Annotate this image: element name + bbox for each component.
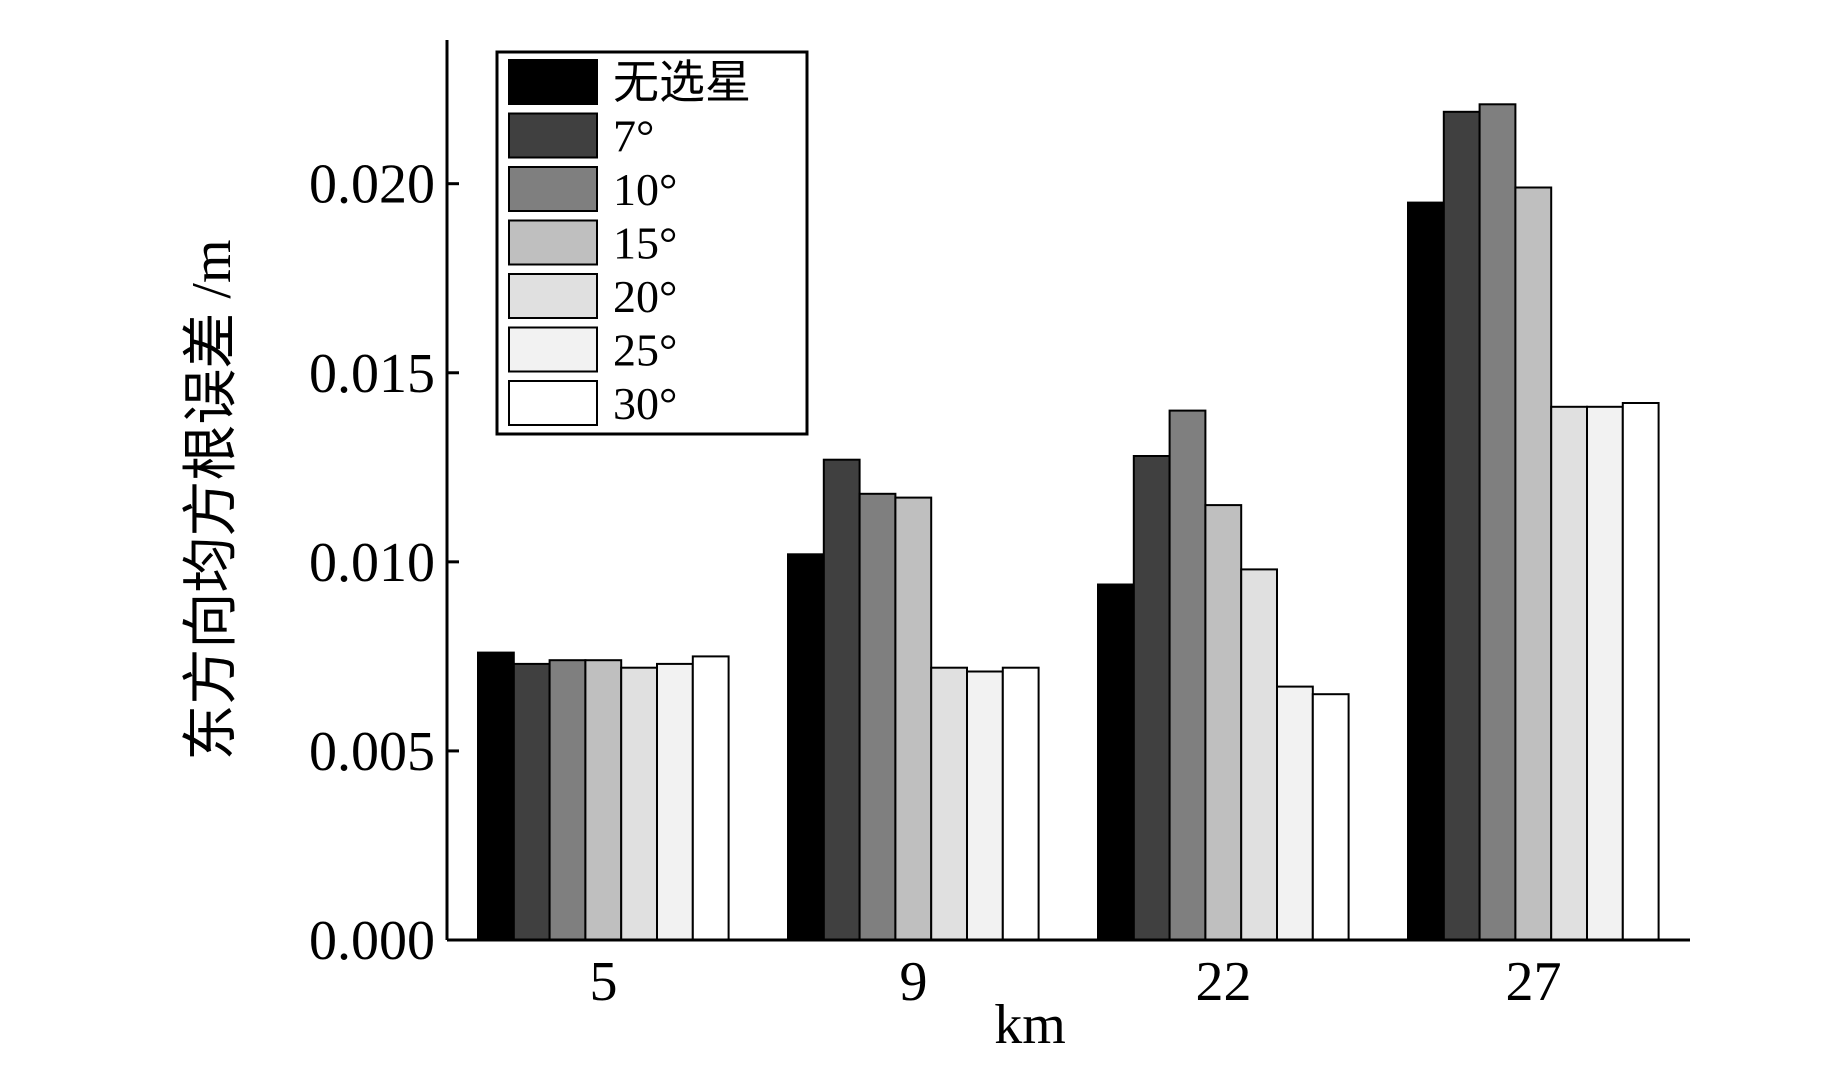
bar-27-series-4	[1550, 405, 1588, 941]
bar-9-series-2	[858, 492, 897, 941]
legend-label-2: 10°	[613, 164, 677, 215]
x-tick-label-5: 5	[590, 951, 618, 1013]
legend-swatch-6	[508, 380, 598, 426]
bar-5-series-0	[477, 651, 515, 941]
bar-22-series-4	[1240, 568, 1278, 942]
legend-swatch-0	[508, 59, 598, 105]
x-tick-label-22: 22	[1196, 951, 1252, 1013]
bar-9-series-1	[822, 458, 861, 941]
bar-5-series-5	[656, 662, 694, 942]
y-tick-label: 0.020	[309, 154, 435, 216]
bar-27-series-5	[1586, 405, 1624, 941]
bar-5-series-4	[620, 666, 659, 941]
bar-9-series-0	[787, 553, 825, 941]
bar-27-series-2	[1478, 103, 1517, 942]
bar-22-series-0	[1097, 583, 1135, 941]
axes-group: 0.000 0.005 0.010 0.015 0.020 5 9 22 27	[309, 40, 1690, 1013]
bar-27-series-6	[1621, 402, 1660, 941]
x-tick-label-27: 27	[1506, 951, 1562, 1013]
bar-5-series-1	[512, 662, 551, 942]
legend-swatch-4	[508, 273, 598, 319]
x-axis-title: km	[994, 994, 1066, 1056]
bar-22-series-2	[1168, 409, 1207, 942]
bar-5-series-6	[691, 655, 730, 942]
bar-5-series-2	[548, 659, 587, 941]
legend-swatch-2	[508, 166, 598, 212]
bar-5-series-3	[584, 659, 623, 941]
legend-label-0: 无选星	[613, 57, 751, 108]
y-tick-label: 0.010	[309, 532, 435, 594]
y-tick-label: 0.005	[309, 721, 435, 783]
bar-22-series-5	[1276, 685, 1314, 941]
bar-9-series-4	[930, 666, 969, 941]
bar-27-series-0	[1407, 201, 1445, 942]
bar-22-series-6	[1311, 693, 1350, 942]
x-tick-label-9: 9	[900, 951, 928, 1013]
bar-9-series-3	[894, 496, 933, 941]
legend-label-6: 30°	[613, 378, 677, 429]
legend-label-3: 15°	[613, 218, 677, 269]
bar-9-series-6	[1001, 666, 1040, 941]
bar-22-series-1	[1132, 455, 1171, 941]
legend-swatch-5	[508, 326, 598, 373]
bar-27-series-3	[1514, 186, 1553, 941]
legend-label-1: 7°	[613, 111, 654, 162]
bar-27-series-1	[1442, 110, 1481, 942]
legend-swatch-3	[508, 219, 598, 266]
y-tick-label: 0.000	[309, 910, 435, 972]
legend-label-4: 20°	[613, 271, 677, 322]
y-axis-title: 东方向均方根误差 /m	[181, 239, 243, 760]
bars-group	[477, 103, 1660, 942]
bar-22-series-3	[1204, 504, 1243, 941]
legend-label-5: 25°	[613, 325, 677, 376]
y-tick-label: 0.015	[309, 343, 435, 405]
legend-swatch-1	[508, 112, 598, 159]
bar-9-series-5	[966, 670, 1004, 941]
